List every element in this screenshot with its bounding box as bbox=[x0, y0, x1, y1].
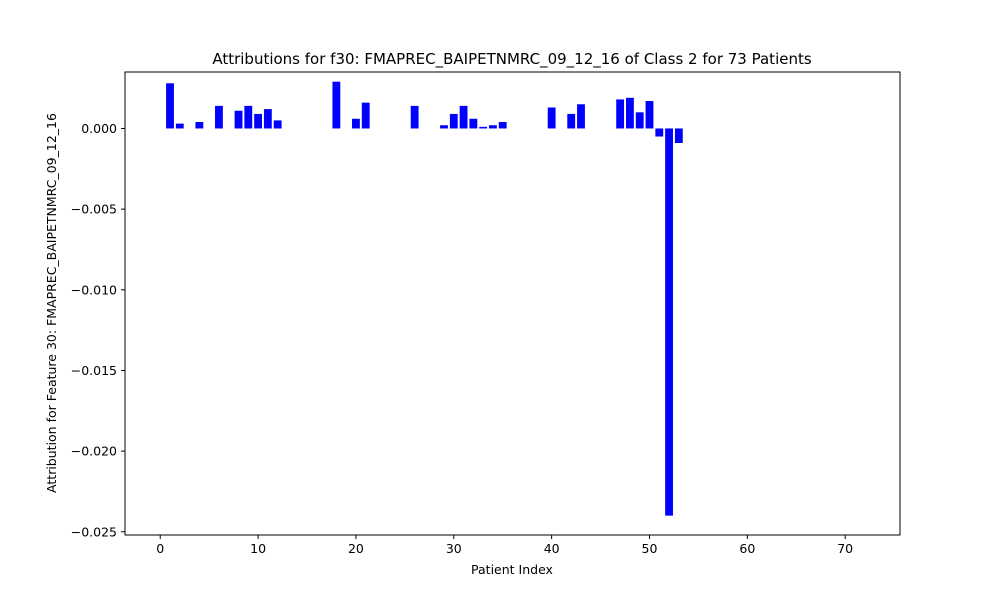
bar-patient-29 bbox=[440, 125, 448, 129]
bar-patient-34 bbox=[489, 125, 497, 129]
bar-patient-9 bbox=[244, 105, 253, 129]
y-tick-label: −0.025 bbox=[71, 524, 117, 539]
bar-patient-42 bbox=[567, 113, 576, 129]
bar-patient-50 bbox=[645, 101, 654, 129]
y-tick-label: −0.005 bbox=[71, 202, 117, 217]
bar-patient-32 bbox=[469, 118, 478, 129]
bar-patient-52 bbox=[665, 128, 673, 516]
bar-patient-30 bbox=[449, 113, 458, 129]
bar-patient-6 bbox=[215, 105, 223, 129]
bar-patient-2 bbox=[175, 123, 184, 129]
bar-patient-53 bbox=[674, 128, 683, 143]
bar-patient-33 bbox=[479, 126, 488, 129]
x-tick-label: 70 bbox=[837, 541, 853, 556]
bar-patient-49 bbox=[635, 112, 644, 129]
x-tick-label: 40 bbox=[544, 541, 560, 556]
y-tick-label: −0.010 bbox=[71, 282, 117, 297]
bar-patient-47 bbox=[616, 99, 625, 129]
y-tick-label: 0.000 bbox=[81, 121, 117, 136]
y-tick-label: −0.020 bbox=[71, 444, 117, 459]
x-tick-label: 10 bbox=[250, 541, 266, 556]
bar-patient-35 bbox=[498, 122, 507, 129]
x-tick-label: 60 bbox=[739, 541, 755, 556]
bar-patient-18 bbox=[332, 81, 341, 129]
bar-patient-21 bbox=[361, 102, 370, 129]
bar-patient-43 bbox=[577, 104, 585, 129]
y-axis-label: Attribution for Feature 30: FMAPREC_BAIP… bbox=[44, 113, 59, 493]
x-tick-label: 50 bbox=[642, 541, 658, 556]
bar-patient-31 bbox=[459, 105, 468, 129]
bar-patient-12 bbox=[273, 120, 282, 129]
bar-patient-20 bbox=[352, 118, 360, 129]
bars-layer bbox=[166, 81, 683, 516]
chart-title: Attributions for f30: FMAPREC_BAIPETNMRC… bbox=[212, 50, 812, 69]
x-axis-ticks: 0 10 20 30 40 50 60 70 bbox=[156, 535, 853, 556]
bar-patient-10 bbox=[254, 113, 262, 129]
x-axis-label: Patient Index bbox=[471, 562, 553, 577]
bar-patient-11 bbox=[263, 109, 272, 129]
y-axis-ticks: 0.000 −0.005 −0.010 −0.015 −0.020 −0.025 bbox=[71, 121, 125, 539]
y-tick-label: −0.015 bbox=[71, 363, 117, 378]
bar-patient-51 bbox=[655, 128, 664, 137]
x-tick-label: 30 bbox=[446, 541, 462, 556]
bar-patient-8 bbox=[234, 110, 243, 129]
x-tick-label: 0 bbox=[156, 541, 164, 556]
bar-patient-40 bbox=[547, 107, 556, 129]
bar-patient-1 bbox=[166, 83, 174, 129]
plot-frame bbox=[124, 71, 901, 536]
bar-patient-48 bbox=[626, 97, 634, 129]
bar-patient-26 bbox=[410, 105, 419, 129]
x-tick-label: 20 bbox=[348, 541, 364, 556]
bar-patient-4 bbox=[195, 122, 204, 129]
